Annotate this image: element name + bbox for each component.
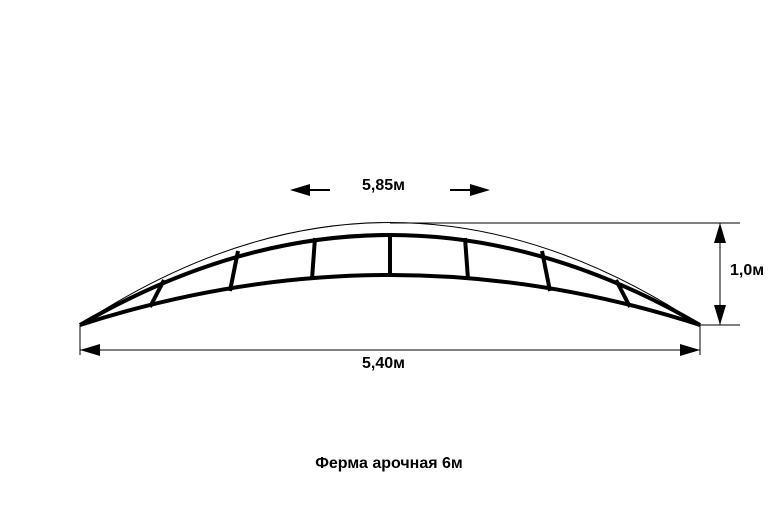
upper-dim-arrow-left	[290, 184, 310, 196]
arrowhead-right	[680, 344, 700, 356]
height-arrowhead-up	[714, 223, 726, 243]
diagram-title: Ферма арочная 6м	[0, 455, 778, 473]
arrowhead-left	[80, 344, 100, 356]
height-arrowhead-down	[714, 305, 726, 325]
span-dimension: 5,40м	[362, 355, 405, 373]
web-member	[312, 238, 315, 279]
lower-chord	[80, 275, 700, 325]
truss-diagram	[0, 0, 778, 519]
upper-dim-arrow-right	[470, 184, 490, 196]
upper-chord-dimension: 5,85м	[362, 177, 405, 195]
height-dimension: 1,0м	[730, 262, 764, 280]
web-member	[465, 238, 468, 279]
